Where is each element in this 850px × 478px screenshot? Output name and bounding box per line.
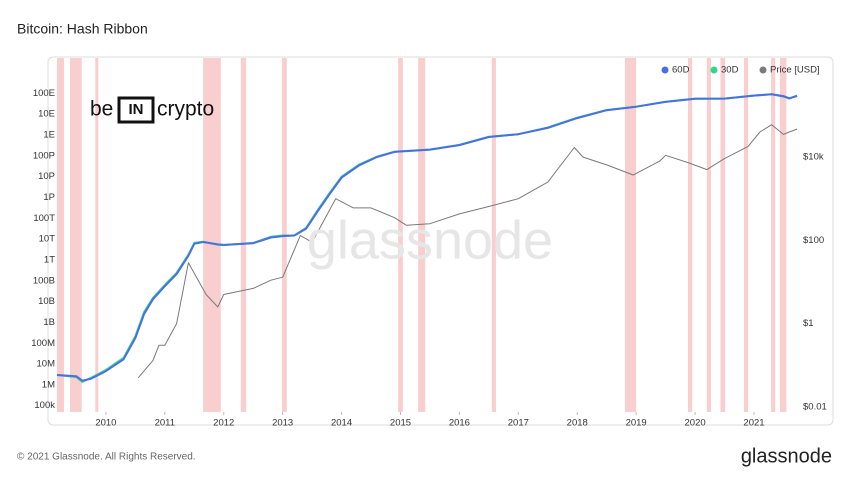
series-line (56, 93, 798, 382)
y-tick-label: 1T (44, 254, 55, 265)
y-tick-label: 100k (34, 400, 55, 411)
y-tick-label: 10M (37, 359, 56, 370)
capitulation-band (491, 58, 496, 412)
x-tick-label: 2011 (155, 418, 175, 429)
logo: be IN crypto (90, 96, 214, 124)
logo-text: be (90, 98, 113, 121)
x-tick-label: 2021 (743, 418, 764, 429)
x-tick-label: 2015 (390, 418, 411, 429)
y-tick-label: 10E (38, 109, 55, 120)
capitulation-band (779, 58, 787, 412)
y2-tick-label: $1 (803, 318, 814, 329)
capitulation-band (95, 58, 99, 412)
capitulation-band (624, 58, 637, 412)
capitulation-band (743, 58, 749, 412)
y-tick-label: 10B (38, 296, 55, 307)
series-line (137, 124, 798, 379)
x-tick-label: 2014 (331, 418, 352, 429)
capitulation-band (688, 58, 693, 412)
x-tick-label: 2016 (449, 418, 470, 429)
x-tick-label: 2013 (272, 418, 293, 429)
x-tick-label: 2018 (567, 418, 588, 429)
plot-frame (47, 56, 834, 426)
y-tick-label: 100P (33, 150, 55, 161)
y-tick-label: 10P (38, 171, 55, 182)
capitulation-band (203, 58, 221, 412)
legend-marker (661, 66, 669, 74)
y2-tick-label: $0.01 (803, 401, 827, 412)
y-tick-label: 100E (33, 88, 55, 99)
legend-label: 60D (672, 65, 690, 76)
footer: © 2021 Glassnode. All Rights Reserved. (17, 452, 196, 463)
logo-bracket (117, 96, 155, 124)
y-tick-label: 1M (42, 379, 55, 390)
capitulation-band (706, 58, 711, 412)
y2-tick-label: $100 (803, 235, 824, 246)
y-tick-label: 100B (33, 275, 55, 286)
logo-text: crypto (157, 98, 214, 121)
chart-title: Bitcoin: Hash Ribbon (17, 21, 148, 37)
y-tick-label: 100M (31, 338, 55, 349)
legend-marker (710, 66, 718, 74)
y-tick-label: 1P (43, 192, 55, 203)
brand: glassnode (741, 445, 832, 467)
capitulation-band (418, 58, 426, 412)
legend-marker (759, 66, 767, 74)
watermark: glassnode (307, 210, 553, 270)
y-tick-label: 1E (43, 130, 55, 141)
x-tick-label: 2017 (508, 418, 529, 429)
plot (56, 58, 798, 415)
y-tick-label: 10T (39, 234, 56, 245)
capitulation-band (240, 58, 247, 412)
capitulation-band (57, 58, 65, 412)
logo-text: IN (129, 101, 144, 118)
capitulation-band (720, 58, 726, 412)
x-tick-label: 2019 (626, 418, 647, 429)
y-tick-label: 1B (43, 317, 55, 328)
x-tick-label: 2012 (213, 418, 234, 429)
capitulation-band (398, 58, 403, 412)
x-tick-label: 2020 (685, 418, 706, 429)
capitulation-band (771, 58, 776, 412)
capitulation-band (69, 58, 82, 412)
legend-label: Price [USD] (770, 65, 820, 76)
legend-label: 30D (721, 65, 739, 76)
x-tick-label: 2010 (95, 418, 116, 429)
y2-tick-label: $10k (803, 152, 824, 163)
y-tick-label: 100T (33, 213, 55, 224)
